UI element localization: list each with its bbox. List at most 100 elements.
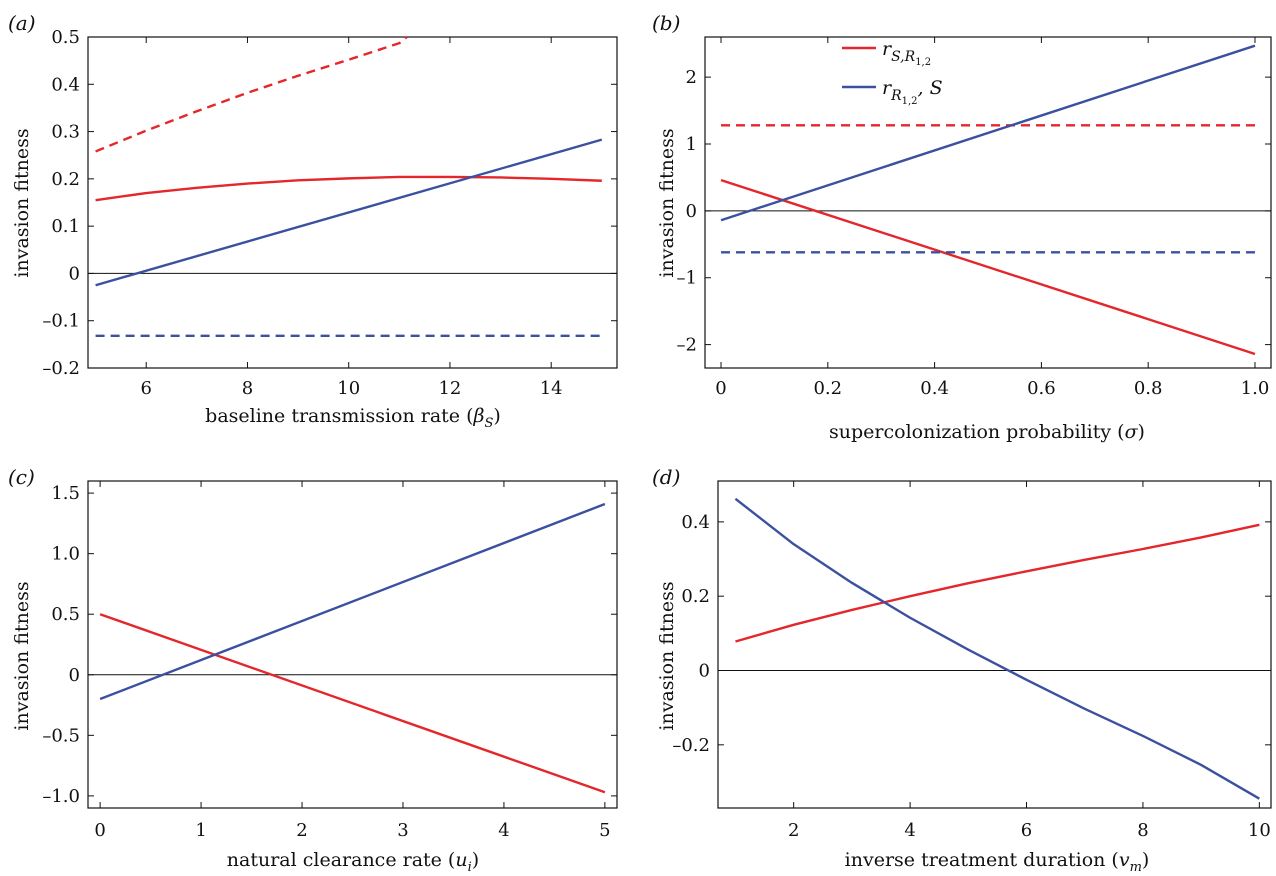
panel-a-label: (a) [8, 11, 36, 35]
panel-b-ytick-label: 2 [686, 67, 697, 88]
panel-a-ytick-label: 0.2 [51, 169, 80, 190]
legend: rS,R1,2 rR1,2, S [842, 38, 943, 107]
panel-d-ytick-label: 0 [699, 661, 710, 682]
panel-d-ytick-label: 0.4 [681, 512, 710, 533]
panel-d-label: (d) [652, 465, 680, 489]
panel-b-ytick-label: 1 [686, 134, 697, 155]
panel-c-xlabel-sub: i [468, 860, 472, 875]
panel-b-xlabel-symbol: σ [1125, 421, 1139, 443]
panel-a-xtick-label: 14 [540, 378, 563, 399]
panel-c-xlabel-symbol: u [455, 849, 467, 871]
legend-red-label: rS,R1,2 [882, 38, 931, 68]
panel-d-xtick-label: 4 [904, 820, 915, 841]
panel-c-xlabel: natural clearance rate (ui) [227, 849, 479, 875]
panel-b-xlabel-text: supercolonization probability ( [829, 421, 1125, 443]
panel-a-series-blue-solid-line [95, 138, 603, 287]
legend-blue-label: rR1,2, S [882, 77, 943, 107]
panel-c-label: (c) [8, 465, 35, 489]
panel-b-ylabel: invasion fitness [656, 128, 678, 277]
panel-a: (a) –0.2 –0.1 0 0.1 0.2 0.3 0.4 0.5 6 8 10 12 14 inv… [8, 11, 618, 431]
panel-a-series-red-dashed-line [95, 36, 408, 153]
panel-c-series-red-solid-line [99, 613, 606, 794]
panel-a-ytick-label: 0 [69, 263, 80, 284]
panel-d-xtick-label: 6 [1021, 820, 1032, 841]
panel-c-xtick-label: 0 [94, 820, 105, 841]
panel-d-xlabel-text: inverse treatment duration ( [845, 849, 1119, 871]
panel-d-xtick-label: 10 [1248, 820, 1271, 841]
panel-c-ytick-label: 0 [69, 665, 80, 686]
panel-a-xtick-label: 6 [140, 378, 151, 399]
panel-c-series-blue-solid-line [99, 502, 606, 701]
panel-d-plot-frame [717, 480, 1272, 809]
panel-a-ytick-label: –0.2 [42, 358, 80, 379]
panel-c-xlabel-text: natural clearance rate ( [227, 849, 456, 871]
panel-c-xtick-label: 1 [195, 820, 206, 841]
panel-c-xtick-label: 4 [498, 820, 509, 841]
panel-c-plot-frame [87, 480, 618, 809]
panel-c-ytick-label: 0.5 [51, 604, 80, 625]
panel-b-xlabel-tail: ) [1138, 421, 1145, 443]
legend-red-subsub: 1,2 [915, 57, 931, 68]
panel-d-xtick-label: 8 [1137, 820, 1148, 841]
panel-a-xtick-label: 8 [242, 378, 253, 399]
legend-red-sub: S,R [891, 49, 916, 65]
panel-d-xlabel: inverse treatment duration (vm) [845, 849, 1150, 875]
panel-c-xtick-label: 2 [296, 820, 307, 841]
panel-b: (b) –2 –1 0 1 2 0 0.2 0.4 0.6 0.8 1.0 invasion fit… [652, 11, 1272, 443]
panel-c-xtick-label: 3 [397, 820, 408, 841]
panel-b-xtick-label: 0.2 [813, 378, 842, 399]
panel-b-xtick-label: 0.4 [920, 378, 949, 399]
panel-b-xtick-label: 0.8 [1134, 378, 1163, 399]
panel-a-ytick-label: 0.1 [51, 216, 80, 237]
panel-b-xtick-label: 0 [715, 378, 726, 399]
panel-d: (d) –0.2 0 0.2 0.4 2 4 6 8 10 invasion fitness i… [652, 465, 1272, 875]
panel-a-ytick-label: 0.3 [51, 122, 80, 143]
legend-blue-subsub: 1,2 [902, 96, 918, 107]
panel-a-series-red-solid-line [95, 175, 602, 202]
panel-c-ytick-label: –1.0 [42, 786, 80, 807]
legend-red-r: r [882, 38, 893, 60]
panel-d-xlabel-tail: ) [1142, 849, 1149, 871]
panel-c-ytick-label: 1.0 [51, 544, 80, 565]
panel-d-ylabel: invasion fitness [656, 581, 678, 730]
panel-d-ytick-label: –0.2 [672, 735, 710, 756]
panel-a-plot-frame [87, 36, 618, 369]
panel-b-xlabel: supercolonization probability (σ) [829, 421, 1145, 443]
panel-d-xlabel-sub: m [1130, 860, 1142, 875]
panel-b-ytick-label: –2 [677, 335, 697, 356]
panel-b-series-blue-solid-line [720, 44, 1256, 222]
panel-d-series-red-solid-line [735, 523, 1260, 643]
panel-a-ytick-label: 0.4 [51, 74, 80, 95]
panel-c-ytick-label: 1.5 [51, 483, 80, 504]
legend-blue-sub: R [890, 88, 902, 104]
panel-b-series-red-solid-line [720, 178, 1256, 356]
panel-b-ytick-label: 0 [686, 201, 697, 222]
panel-a-xlabel-sub: S [484, 416, 493, 431]
panel-c-xlabel-tail: ) [472, 849, 479, 871]
legend-blue-tail: , S [918, 77, 943, 99]
legend-blue-r: r [882, 77, 893, 99]
panel-b-xtick-label: 1.0 [1241, 378, 1270, 399]
panel-d-xlabel-symbol: v [1119, 849, 1130, 871]
panel-a-xtick-label: 10 [337, 378, 360, 399]
panel-a-xlabel-tail: ) [493, 405, 500, 427]
panel-d-series-blue-solid-line [734, 497, 1260, 800]
panel-b-plot-frame [704, 36, 1272, 369]
panel-a-ylabel: invasion fitness [11, 128, 33, 277]
panel-c-ytick-label: –0.5 [42, 725, 80, 746]
panel-c-xtick-label: 5 [599, 820, 610, 841]
panel-b-xtick-label: 0.6 [1027, 378, 1056, 399]
panel-b-label: (b) [652, 11, 680, 35]
panel-a-xlabel-symbol: β [473, 405, 485, 427]
panel-a-ytick-label: –0.1 [42, 311, 80, 332]
panel-c-ylabel: invasion fitness [11, 581, 33, 730]
panel-c: (c) –1.0 –0.5 0 0.5 1.0 1.5 0 1 2 3 4 5 invasion fi… [8, 465, 618, 875]
panel-d-ytick-label: 0.2 [681, 586, 710, 607]
panel-a-xlabel: baseline transmission rate (βS) [205, 405, 501, 431]
panel-a-ytick-label: 0.5 [51, 27, 80, 48]
panel-a-xtick-label: 12 [438, 378, 461, 399]
panel-a-xlabel-text: baseline transmission rate ( [205, 405, 473, 427]
panel-d-xtick-label: 2 [788, 820, 799, 841]
panel-b-ytick-label: –1 [677, 268, 697, 289]
